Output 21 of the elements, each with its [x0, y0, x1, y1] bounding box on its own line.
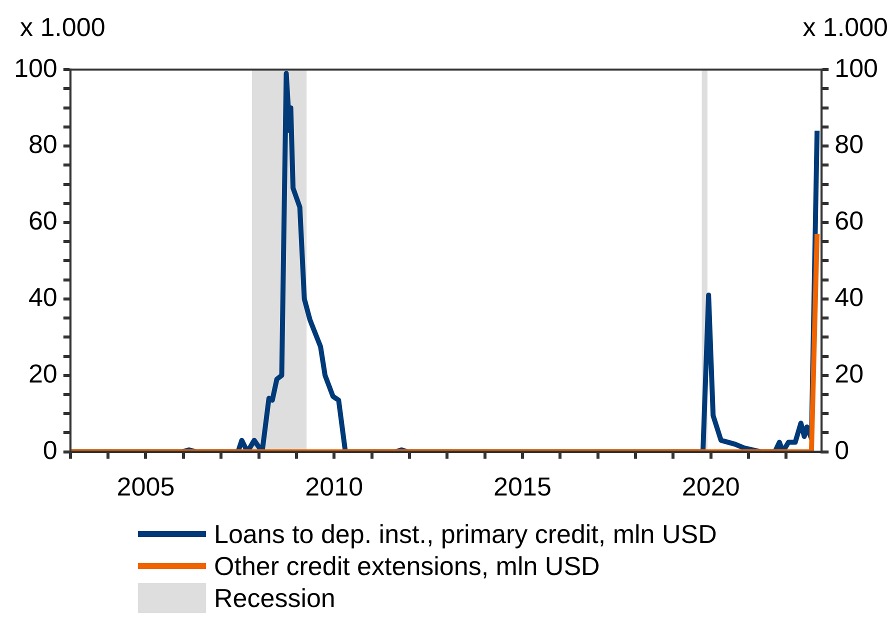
y2-tick-label: 20 — [834, 358, 864, 389]
legend-label: Recession — [214, 582, 336, 614]
y2-tick-label: 100 — [834, 52, 878, 83]
x-tick-label: 2015 — [494, 472, 552, 502]
y2-tick-label: 60 — [834, 206, 864, 236]
y2-tick-label: 40 — [834, 282, 864, 312]
y-tick-label: 100 — [14, 52, 58, 83]
y-tick-label: 0 — [42, 434, 58, 465]
x-tick-label: 2005 — [116, 472, 175, 502]
y2-axis-title: x 1.000 — [802, 12, 888, 43]
y-tick-label: 20 — [28, 358, 58, 389]
y-tick-label: 80 — [28, 129, 58, 160]
legend-label: Other credit extensions, mln USD — [214, 550, 600, 582]
x-tick-label: 2010 — [305, 472, 364, 502]
legend-label: Loans to dep. inst., primary credit, mln USD — [214, 518, 717, 550]
x-tick-label: 2020 — [682, 472, 740, 502]
y2-tick-label: 0 — [834, 434, 850, 465]
y-tick-label: 40 — [28, 282, 58, 312]
y-tick-label: 60 — [28, 206, 58, 236]
y2-tick-label: 80 — [834, 129, 864, 160]
y-axis-title: x 1.000 — [20, 12, 106, 43]
